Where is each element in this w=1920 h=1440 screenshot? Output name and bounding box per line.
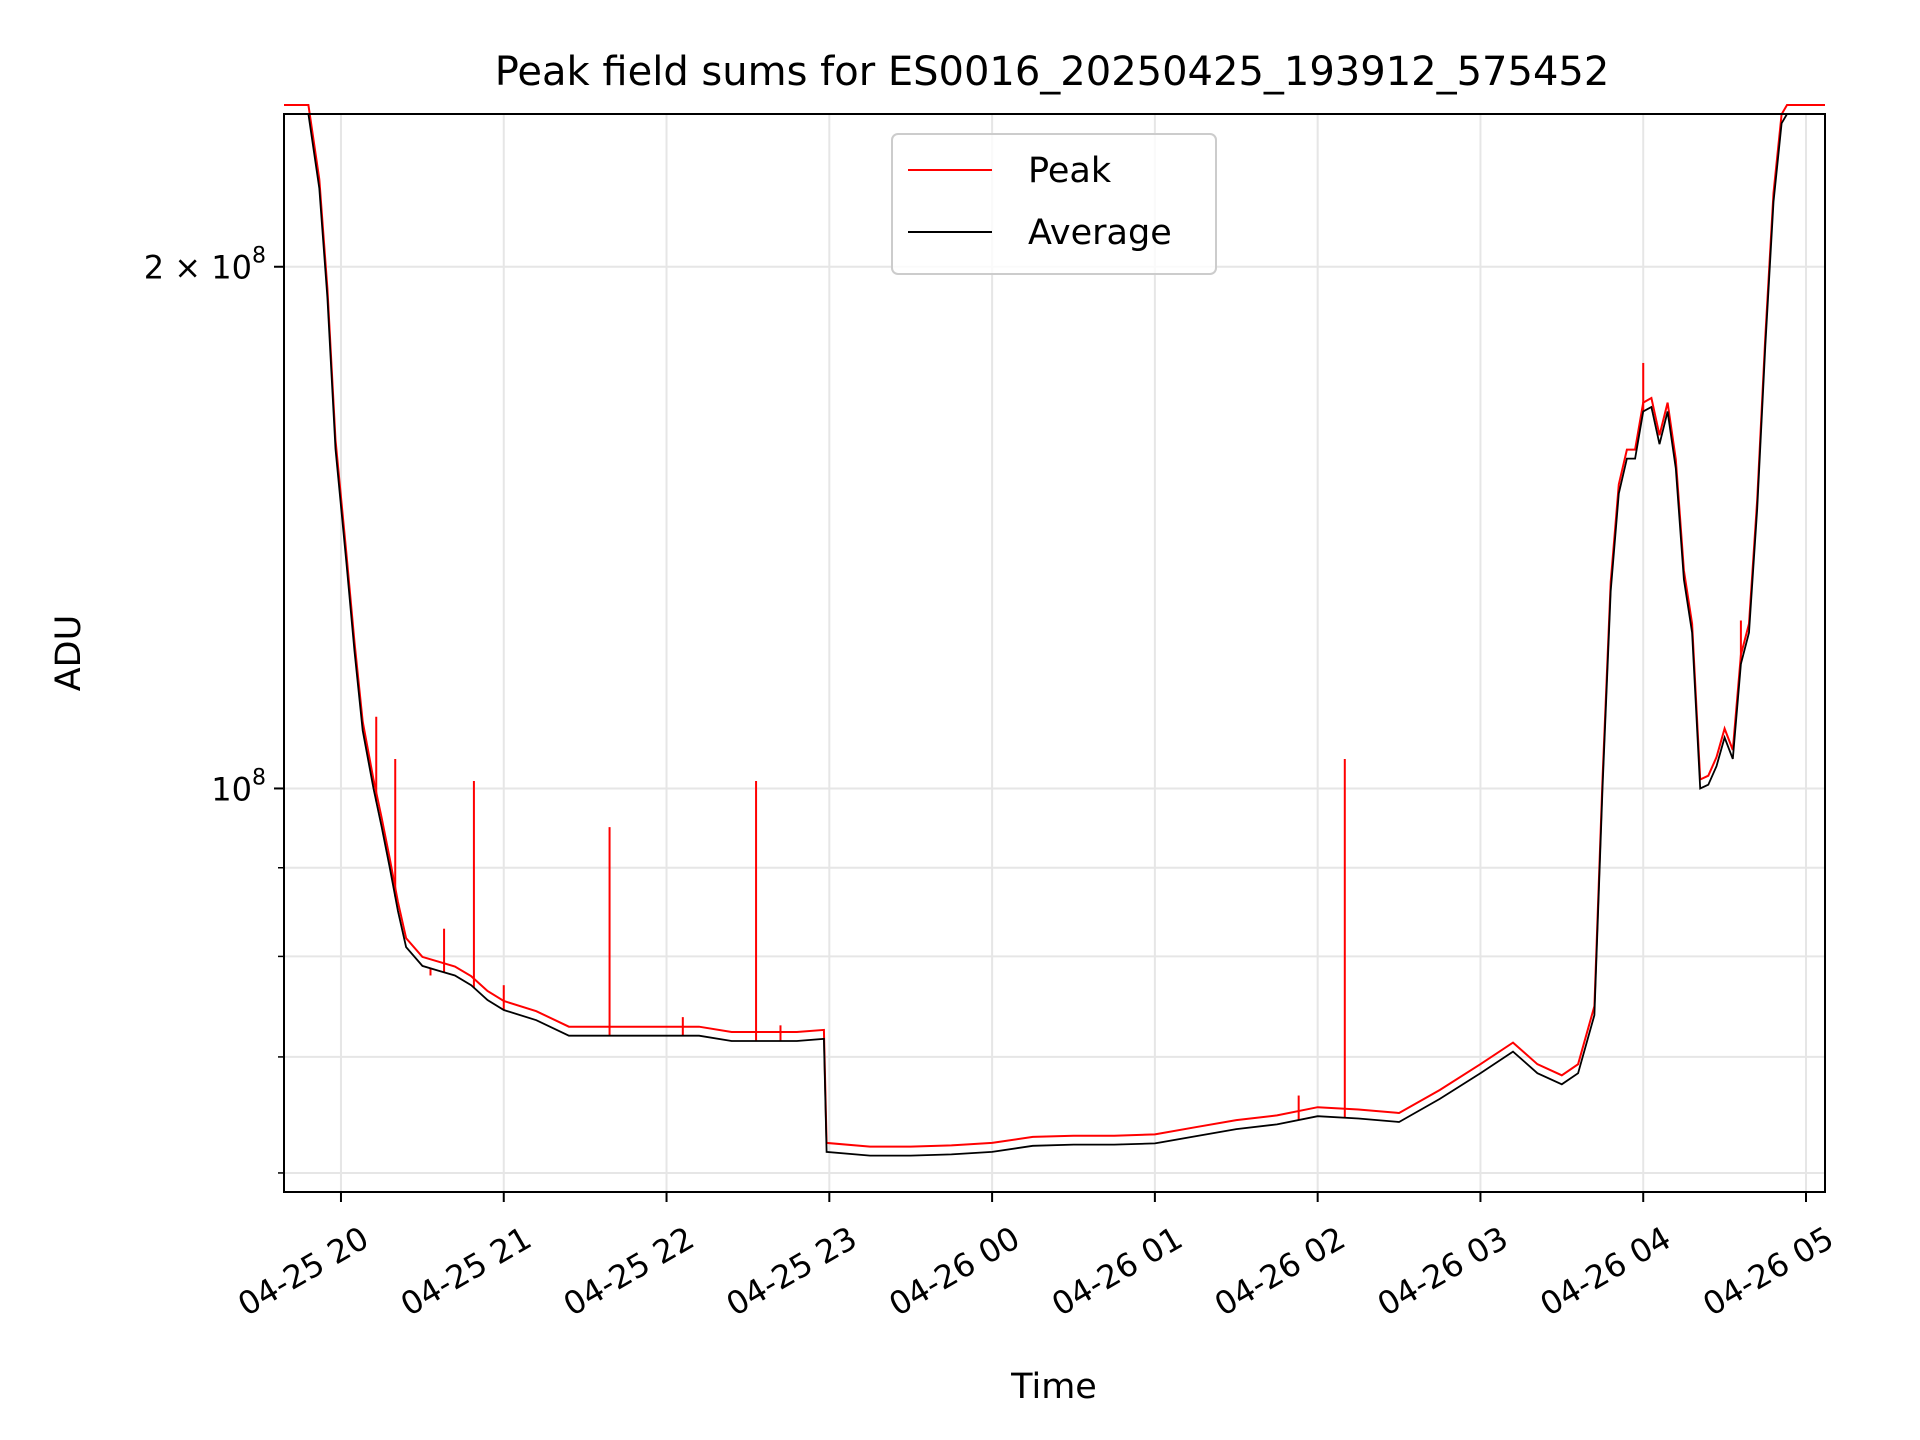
average-line: [284, 113, 1825, 1157]
chart-title: Peak field sums for ES0016_20250425_1939…: [495, 49, 1610, 95]
legend-label-peak: Peak: [1028, 151, 1112, 191]
x-axis-label: Time: [1010, 1367, 1097, 1407]
plot-area: [284, 114, 1825, 1192]
plot-frame: [283, 113, 1826, 1193]
grid: [284, 114, 1825, 1192]
y-tick-label: 2 × 108: [144, 244, 266, 287]
y-axis-label: ADU: [49, 615, 89, 692]
legend-label-average: Average: [1028, 213, 1172, 253]
y-tick-label: 108: [211, 765, 266, 808]
y-axis: 108 2 × 108: [144, 244, 284, 1174]
legend: Peak Average: [891, 133, 1217, 275]
average-series: [284, 113, 1825, 1157]
